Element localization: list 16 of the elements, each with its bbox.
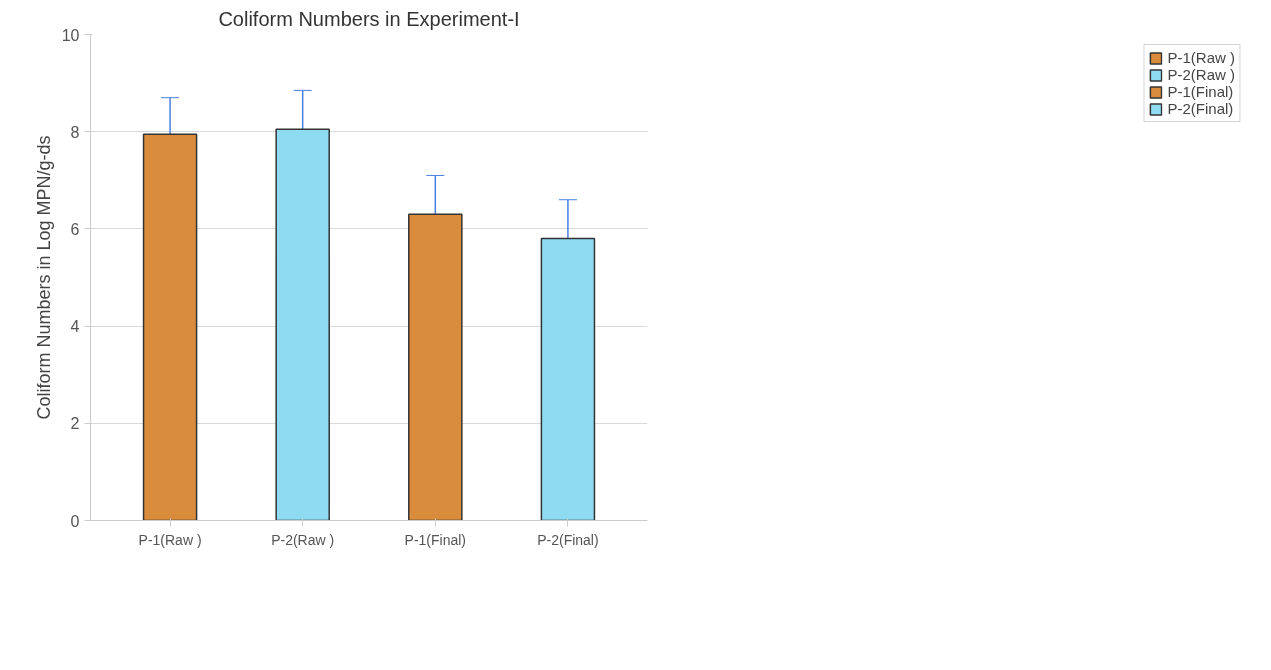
x-tick-label: P-1(Raw ) xyxy=(138,531,202,548)
legend-label: P-1(Raw ) xyxy=(1167,49,1235,66)
legend-label: P-1(Final) xyxy=(1167,83,1234,100)
y-tick-label: 4 xyxy=(70,318,80,336)
y-tick-label: 8 xyxy=(70,123,80,141)
chart-title: Coliform Numbers in Experiment-I xyxy=(218,7,520,30)
y-axis-title: Coliform Numbers in Log MPN/g-ds xyxy=(33,135,54,420)
y-tick-label: 0 xyxy=(70,512,80,530)
legend-label: P-2(Raw ) xyxy=(1167,66,1235,83)
y-tick-label: 2 xyxy=(70,415,80,433)
y-tick-label: 10 xyxy=(61,26,80,44)
x-tick-label: P-2(Final) xyxy=(537,531,599,548)
x-tick-label: P-1(Final) xyxy=(404,531,467,548)
y-tick-label: 6 xyxy=(70,220,80,238)
x-tick-label: P-2(Raw ) xyxy=(271,531,335,548)
legend-label: P-2(Final) xyxy=(1167,100,1234,117)
